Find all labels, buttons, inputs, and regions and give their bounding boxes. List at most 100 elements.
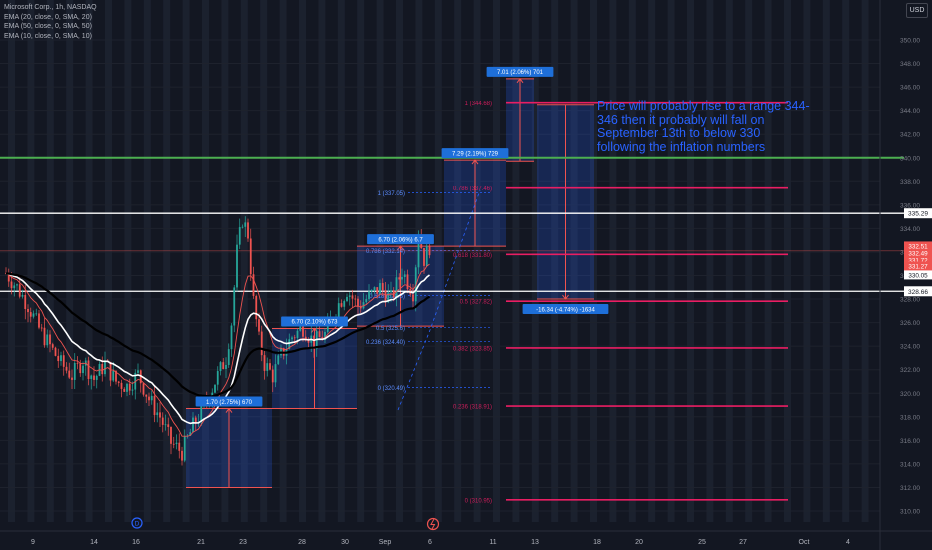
- candle-body: [233, 287, 236, 326]
- session-band: [299, 0, 306, 522]
- session-band: [318, 0, 326, 522]
- dividend-marker-label: D: [135, 521, 140, 528]
- candle-body: [376, 287, 379, 294]
- measure-label-bg: [441, 148, 509, 159]
- candle-body: [128, 383, 131, 391]
- session-band: [27, 0, 35, 522]
- candle-body: [117, 381, 120, 383]
- legend: Microsoft Corp., 1h, NASDAQ EMA (20, clo…: [4, 3, 97, 41]
- time-tick-label: Oct: [799, 539, 810, 546]
- ema-20-line: [5, 272, 430, 425]
- session-band: [124, 0, 132, 522]
- candle-body: [18, 284, 21, 297]
- candle-body: [49, 334, 51, 345]
- candle-body: [21, 294, 24, 297]
- candle-body: [236, 244, 238, 288]
- price-tick-label: 348.00: [900, 61, 920, 68]
- session-band: [609, 0, 617, 522]
- candle-body: [40, 327, 43, 329]
- session-band: [240, 0, 248, 522]
- fib-levels: 1 (344.68) 0.786 (337.46) 0.618 (331.80) 0.…: [366, 101, 788, 504]
- fib-level-label: 0.236 (318.91): [453, 405, 492, 411]
- candle-body: [403, 274, 406, 278]
- candle-body: [222, 362, 225, 370]
- candle-body: [351, 295, 354, 299]
- time-tick-label: 21: [197, 539, 205, 546]
- symbol-title: Microsoft Corp., 1h, NASDAQ: [4, 4, 97, 11]
- session-band: [648, 0, 656, 522]
- ema-50-line: [5, 272, 431, 398]
- price-tag: [904, 241, 932, 251]
- candle-body: [126, 383, 128, 392]
- indicator-ema-20[interactable]: EMA (20, close, 0, SMA, 20): [4, 13, 92, 21]
- candle-body: [252, 274, 255, 296]
- price-tick-label: 340.00: [900, 155, 920, 162]
- indicator-ema-10[interactable]: EMA (10, close, 0, SMA, 10): [4, 32, 92, 40]
- session-band: [182, 0, 190, 522]
- candle-body: [258, 319, 260, 332]
- key-level-tag: [904, 286, 932, 297]
- candle-body: [359, 306, 362, 309]
- candle-body: [337, 303, 340, 317]
- candle-body: [277, 355, 280, 365]
- candle-body: [65, 366, 68, 371]
- session-band: [46, 0, 54, 522]
- price-tick-label: 322.00: [900, 367, 920, 374]
- time-tick-label: 14: [90, 539, 98, 546]
- time-tick-label: 6: [428, 539, 432, 546]
- candle-body: [390, 290, 392, 293]
- key-level-tag-label: 335.29: [908, 211, 928, 218]
- candle-body: [343, 301, 346, 307]
- candle-body: [241, 226, 244, 228]
- session-band: [725, 0, 733, 522]
- candle-body: [357, 298, 359, 307]
- time-tick-label: 11: [489, 539, 496, 546]
- fib-level-label: 0.382 (323.85): [453, 346, 492, 352]
- price-tick-label: 324.00: [900, 344, 920, 351]
- candle-body: [131, 389, 134, 391]
- candle-body: [293, 337, 296, 339]
- candle-body: [423, 248, 425, 266]
- session-band: [628, 0, 636, 522]
- candle-body: [137, 370, 139, 373]
- candle-body: [139, 370, 142, 384]
- candle-body: [142, 383, 145, 395]
- candle-body: [401, 277, 403, 280]
- candle-body: [428, 245, 431, 256]
- measurement-labels: 1.70 (2.75%) 670 6.70 (2.10%) 673 6.70 (2.…: [195, 66, 609, 407]
- candle-body: [247, 222, 249, 239]
- measure-arrow-head: [516, 78, 524, 84]
- fib-level-label: 0.786 (337.46): [453, 186, 492, 192]
- session-band: [202, 0, 209, 522]
- candle-body: [71, 377, 73, 380]
- session-band: [221, 0, 229, 522]
- candle-body: [51, 344, 54, 348]
- price-tag-label: 332.51: [908, 243, 928, 250]
- candle-body: [7, 273, 10, 282]
- session-band: [861, 0, 869, 522]
- indicator-ema-50[interactable]: EMA (50, close, 0, SMA, 50): [4, 23, 92, 30]
- candle-body: [178, 442, 181, 451]
- candle-body: [425, 245, 428, 266]
- time-tick-label: 4: [846, 539, 850, 546]
- candle-body: [392, 290, 395, 298]
- measure-label-bg: [367, 234, 434, 245]
- measure-label: 7.29 (2.19%) 729: [452, 151, 499, 157]
- candle-body: [161, 417, 164, 425]
- candle-body: [318, 331, 321, 338]
- measure-label-bg: [281, 316, 348, 327]
- candles: [5, 216, 431, 466]
- currency-button[interactable]: USD: [906, 3, 928, 18]
- price-tag-label: 332.49: [908, 251, 928, 258]
- candle-body: [346, 296, 348, 302]
- candle-body: [29, 312, 32, 317]
- fib-level-label: 0.5 (327.82): [460, 300, 492, 306]
- candle-body: [60, 355, 62, 362]
- session-band: [784, 0, 791, 522]
- candle-body: [46, 334, 49, 346]
- candle-body: [288, 339, 291, 350]
- candle-body: [90, 375, 93, 379]
- candle-body: [73, 362, 76, 380]
